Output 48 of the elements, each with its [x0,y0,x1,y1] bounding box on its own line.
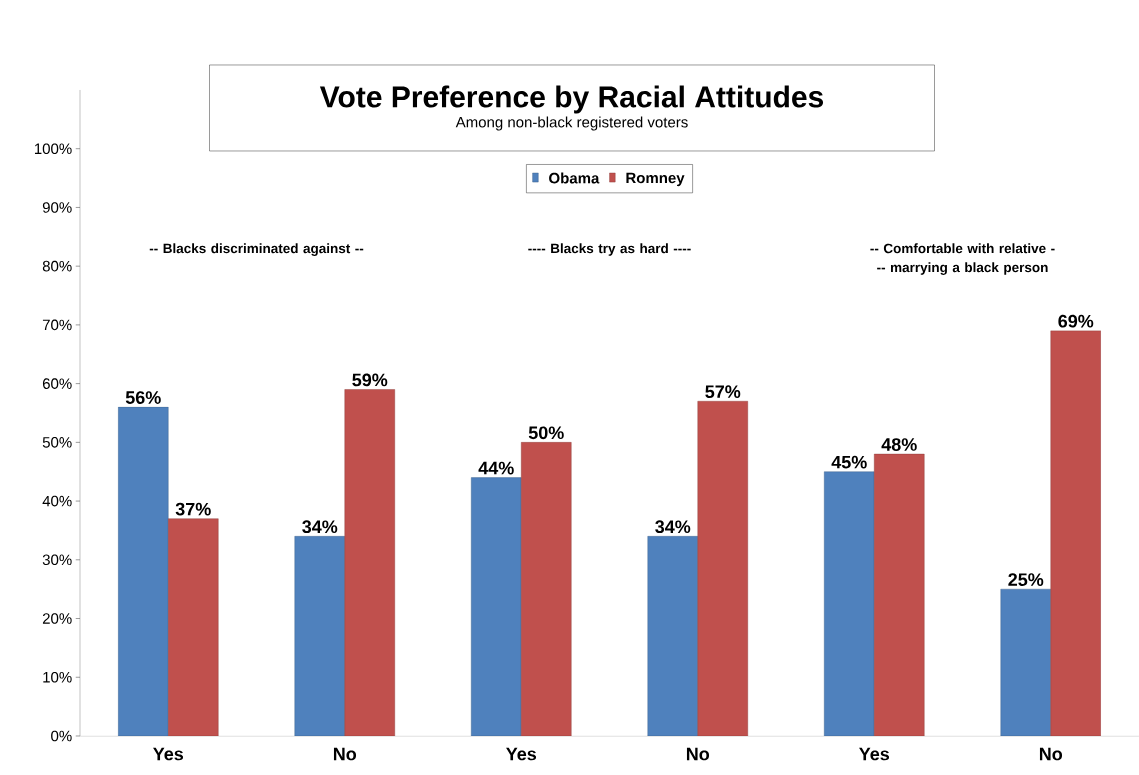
x-tick-label: No [1039,747,1063,761]
legend-label: Obama [549,172,600,184]
data-label: 45% [831,455,867,469]
data-label: 57% [705,385,741,399]
bar [168,518,219,736]
x-tick-label: No [686,747,710,761]
bar [1050,330,1101,736]
y-tick-label: 90% [42,202,72,213]
bar [521,442,572,736]
bar [471,477,522,736]
bar [1000,588,1051,736]
data-label: 48% [881,438,917,451]
y-tick-label: 30% [42,554,72,566]
y-tick-label: 20% [42,613,72,624]
annotation: -- Blacks discriminated against -- [149,243,364,256]
x-tick-label: Yes [153,747,184,761]
bar [824,471,875,736]
y-tick-label: 100% [34,143,72,155]
data-label: 34% [655,520,691,534]
data-label: 25% [1008,573,1044,586]
x-tick-label: No [333,747,357,761]
data-label: 34% [302,520,338,534]
bar [294,536,345,736]
bar [344,389,395,736]
bar [874,453,925,736]
y-tick-label: 0% [51,730,72,742]
y-tick-label: 50% [42,437,72,448]
y-tick-label: 10% [43,671,72,683]
text: Among non-black registered voters [455,116,688,131]
data-label: 50% [528,426,564,440]
annotation: ---- Blacks try as hard ---- [528,243,691,256]
bar [647,536,698,736]
chart-title: Vote Preference by Racial Attitudes [319,85,824,114]
y-tick-label: 60% [42,378,72,389]
y-tick-label: 70% [42,319,72,331]
y-tick-label: 40% [42,495,72,507]
data-label: 69% [1058,314,1094,328]
data-label: 56% [125,391,161,404]
bar [118,406,169,736]
x-tick-label: Yes [859,747,890,761]
legend-label: Romney [626,172,685,187]
annotation: -- Comfortable with relative --- marrying a black person [870,243,1055,275]
data-label: 37% [175,502,211,516]
bar [697,401,748,736]
x-tick-label: Yes [506,747,537,761]
y-tick-label: 80% [42,260,72,272]
data-label: 59% [352,373,388,387]
data-label: 44% [478,461,514,475]
